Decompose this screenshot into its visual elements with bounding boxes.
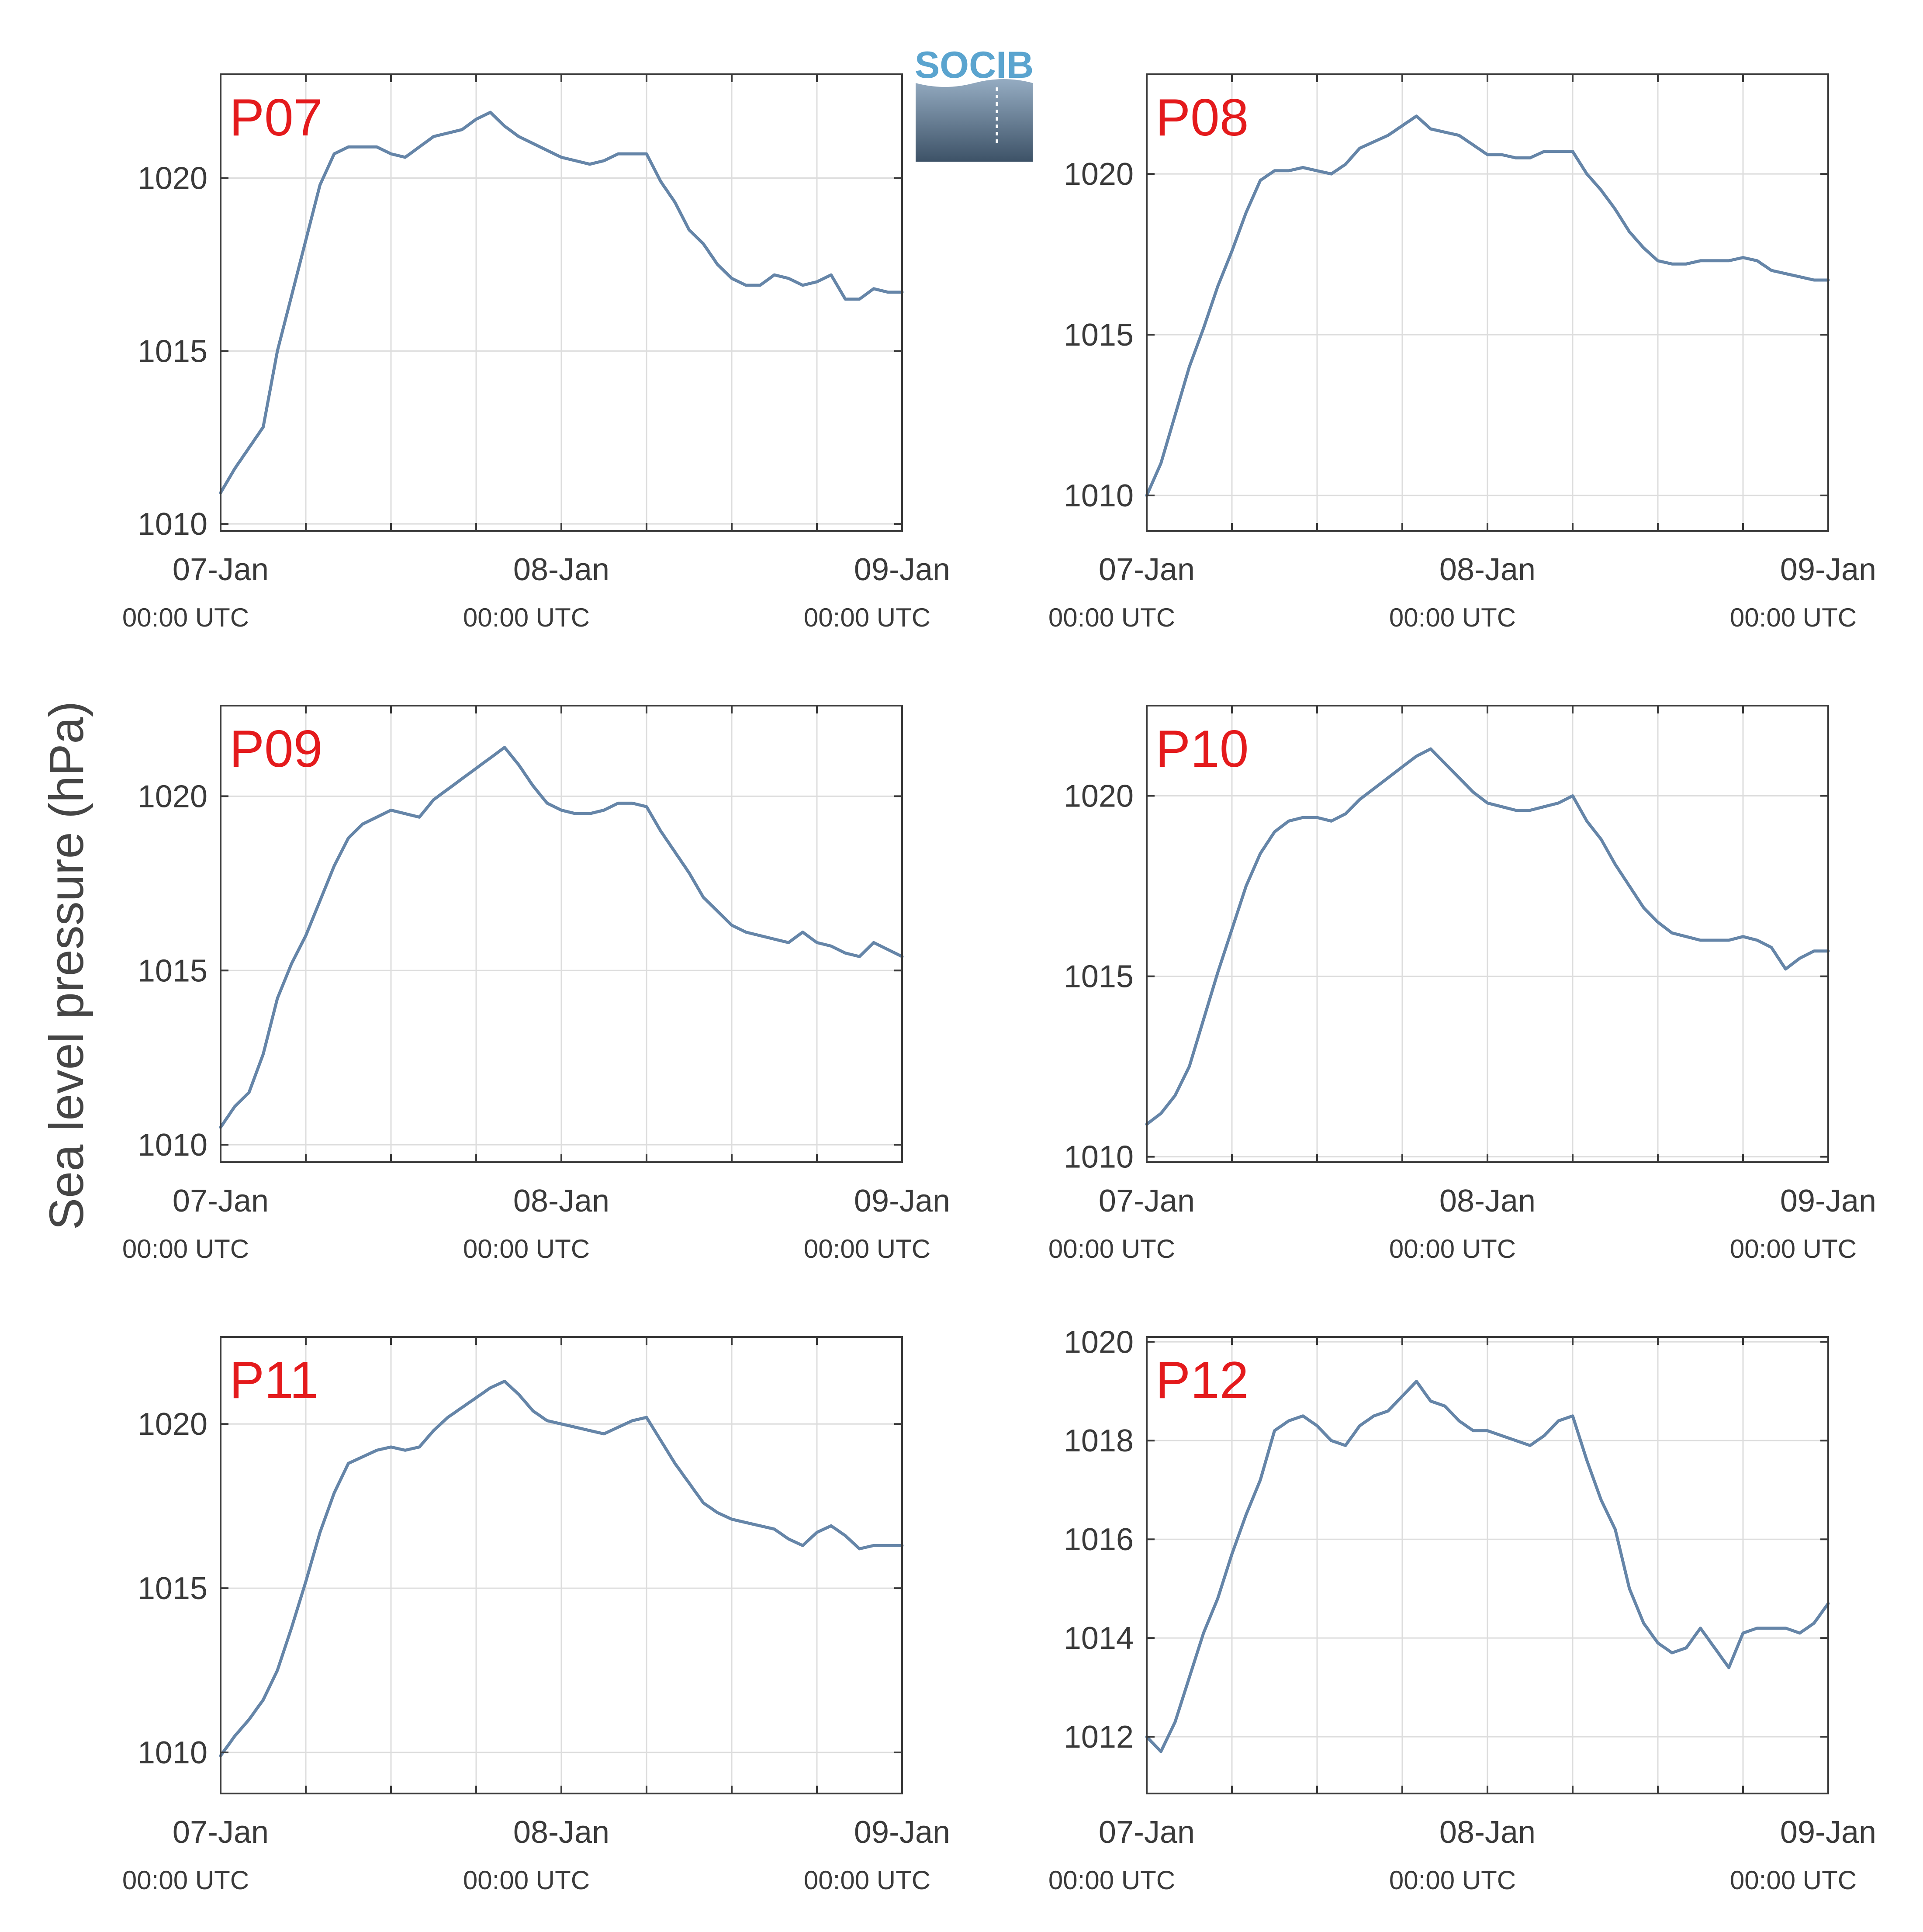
y-tick-label: 1020 [1064, 779, 1134, 814]
x-tick-label-date: 07-Jan [173, 1815, 269, 1850]
x-tick-label-date: 07-Jan [173, 552, 269, 587]
x-tick-label-date: 09-Jan [854, 1815, 950, 1850]
x-tick-label-time: 00:00 UTC [1730, 603, 1857, 632]
x-tick-label-date: 07-Jan [1099, 1184, 1195, 1219]
panel-label: P10 [1155, 720, 1249, 778]
x-tick-label-date: 09-Jan [1780, 1184, 1876, 1219]
x-tick-label-date: 08-Jan [1439, 552, 1536, 587]
series-line [219, 746, 904, 1129]
y-tick-label: 1020 [138, 1407, 208, 1442]
y-tick-label: 1015 [138, 953, 208, 988]
panel-label: P08 [1155, 88, 1249, 147]
panel-label: P07 [229, 88, 323, 147]
x-tick-label-date: 07-Jan [173, 1184, 269, 1219]
x-tick-label-time: 00:00 UTC [804, 1866, 930, 1895]
panel-p08: 1010 1015 1020 07-Jan 00:00 UTC 08-Jan 00:00 U… [1048, 73, 1876, 632]
x-tick-label-time: 00:00 UTC [1389, 603, 1516, 632]
x-tick-label-time: 00:00 UTC [122, 1866, 249, 1895]
socib-logo-text: SOCIB [915, 44, 1034, 86]
panel-p07: 1010 1015 1020 07-Jan 00:00 UTC 08-Jan 00:00 U… [122, 73, 950, 632]
x-tick-label-time: 00:00 UTC [463, 603, 590, 632]
y-tick-label: 1010 [138, 507, 208, 542]
y-tick-label: 1010 [138, 1735, 208, 1770]
series-line [1145, 114, 1830, 497]
x-tick-label-time: 00:00 UTC [804, 603, 930, 632]
x-tick-label-time: 00:00 UTC [463, 1866, 590, 1895]
y-tick-label: 1010 [1064, 1140, 1134, 1175]
y-tick-label: 1016 [1064, 1522, 1134, 1557]
y-tick-label: 1020 [138, 779, 208, 814]
x-tick-label-time: 00:00 UTC [1730, 1234, 1857, 1264]
x-tick-label-date: 07-Jan [1099, 1815, 1195, 1850]
y-tick-label: 1015 [1064, 959, 1134, 994]
x-tick-label-time: 00:00 UTC [122, 603, 249, 632]
x-tick-label-time: 00:00 UTC [1048, 1234, 1175, 1264]
x-tick-label-date: 08-Jan [513, 1184, 609, 1219]
x-tick-label-date: 09-Jan [854, 552, 950, 587]
socib-logo-wave [916, 79, 1033, 162]
y-tick-label: 1015 [138, 1571, 208, 1606]
x-tick-label-date: 08-Jan [513, 552, 609, 587]
y-tick-label: 1020 [1064, 157, 1134, 192]
y-tick-label: 1015 [138, 334, 208, 369]
x-tick-label-time: 00:00 UTC [1389, 1234, 1516, 1264]
panel-p12: 1012 1014 1016 1018 1020 07-Jan 00:00 UTC 08-Ja… [1048, 1325, 1876, 1895]
panel-p10: 1010 1015 1020 07-Jan 00:00 UTC 08-Jan 00:00 U… [1048, 705, 1876, 1264]
x-tick-label-time: 00:00 UTC [122, 1234, 249, 1264]
y-axis-label: Sea level pressure (hPa) [40, 701, 93, 1230]
panel-label: P12 [1155, 1351, 1249, 1409]
y-tick-label: 1015 [1064, 318, 1134, 353]
x-tick-label-date: 09-Jan [1780, 1815, 1876, 1850]
x-tick-label-date: 08-Jan [1439, 1184, 1536, 1219]
x-tick-label-time: 00:00 UTC [463, 1234, 590, 1264]
x-tick-label-date: 08-Jan [1439, 1815, 1536, 1850]
y-tick-label: 1010 [138, 1128, 208, 1163]
y-tick-label: 1020 [1064, 1325, 1134, 1360]
x-tick-label-date: 07-Jan [1099, 552, 1195, 587]
y-tick-label: 1012 [1064, 1720, 1134, 1755]
panel-label: P11 [229, 1351, 319, 1409]
panel-p11: 1010 1015 1020 07-Jan 00:00 UTC 08-Jan 00:00 U… [122, 1336, 950, 1895]
x-tick-label-time: 00:00 UTC [1730, 1866, 1857, 1895]
x-tick-label-date: 09-Jan [1780, 552, 1876, 587]
socib-logo: SOCIB [915, 44, 1034, 162]
panel-label: P09 [229, 720, 323, 778]
series-line [1145, 747, 1830, 1126]
y-tick-label: 1014 [1064, 1621, 1134, 1656]
y-tick-label: 1020 [138, 161, 208, 196]
x-tick-label-time: 00:00 UTC [804, 1234, 930, 1264]
x-tick-label-time: 00:00 UTC [1048, 1866, 1175, 1895]
series-line [219, 111, 904, 495]
series-line [219, 1380, 904, 1757]
x-tick-label-date: 08-Jan [513, 1815, 609, 1850]
y-tick-label: 1010 [1064, 478, 1134, 513]
y-tick-label: 1018 [1064, 1423, 1134, 1458]
panel-p09: 1010 1015 1020 07-Jan 00:00 UTC 08-Jan 00:00 U… [122, 705, 950, 1264]
x-tick-label-date: 09-Jan [854, 1184, 950, 1219]
x-tick-label-time: 00:00 UTC [1048, 603, 1175, 632]
series-line [1145, 1380, 1830, 1753]
x-tick-label-time: 00:00 UTC [1389, 1866, 1516, 1895]
